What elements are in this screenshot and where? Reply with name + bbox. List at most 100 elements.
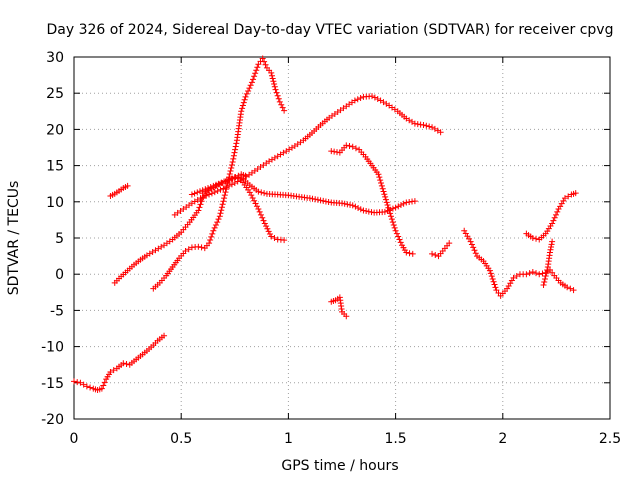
x-tick-label: 2.5 bbox=[599, 431, 621, 447]
data-point bbox=[210, 227, 217, 234]
data-point bbox=[352, 145, 359, 152]
series-track-k bbox=[461, 227, 577, 299]
series-track-g bbox=[199, 174, 288, 244]
y-tick-label: -10 bbox=[41, 340, 64, 356]
y-tick-label: 15 bbox=[46, 159, 64, 175]
data-point bbox=[266, 230, 273, 237]
data-point bbox=[71, 378, 77, 385]
data-point bbox=[270, 78, 277, 85]
data-point bbox=[397, 202, 404, 209]
data-point bbox=[375, 171, 382, 178]
data-point bbox=[274, 92, 281, 99]
data-point bbox=[564, 284, 571, 291]
y-tick-label: 25 bbox=[46, 86, 64, 102]
data-point bbox=[268, 233, 275, 240]
data-marks bbox=[71, 55, 579, 394]
series-track-a bbox=[71, 332, 168, 394]
data-point bbox=[232, 146, 239, 153]
data-point bbox=[403, 249, 410, 256]
data-point bbox=[239, 105, 246, 112]
data-point bbox=[384, 202, 391, 209]
y-tick-label: 30 bbox=[46, 50, 64, 66]
y-tick-label: -20 bbox=[41, 412, 64, 428]
series-track-b bbox=[107, 182, 131, 200]
data-point bbox=[87, 384, 94, 391]
data-point bbox=[198, 244, 205, 251]
data-point bbox=[223, 184, 230, 191]
data-point bbox=[467, 238, 474, 245]
data-point bbox=[196, 204, 203, 211]
x-tick-labels: 0 0.5 1 1.5 2 2.5 bbox=[70, 431, 622, 447]
data-point bbox=[383, 199, 390, 206]
data-point bbox=[248, 192, 255, 199]
data-point bbox=[191, 190, 198, 197]
data-point bbox=[470, 244, 477, 251]
data-point bbox=[222, 189, 229, 196]
data-point bbox=[523, 271, 530, 278]
data-point bbox=[220, 198, 227, 205]
axis-ticks bbox=[73, 56, 611, 420]
data-point bbox=[389, 205, 396, 212]
data-point bbox=[80, 381, 87, 388]
data-point bbox=[472, 250, 479, 257]
data-point bbox=[217, 186, 224, 193]
data-point bbox=[252, 70, 259, 77]
data-point bbox=[529, 235, 536, 241]
data-point bbox=[218, 204, 225, 211]
y-tick-label: 5 bbox=[55, 231, 64, 247]
data-point bbox=[268, 72, 275, 79]
data-point bbox=[261, 220, 268, 227]
data-point bbox=[549, 220, 556, 227]
data-point bbox=[395, 203, 402, 210]
data-point bbox=[541, 279, 548, 286]
data-point bbox=[546, 249, 553, 256]
data-point bbox=[392, 204, 399, 211]
data-point bbox=[241, 96, 248, 103]
y-tick-label: 20 bbox=[46, 122, 64, 138]
data-point bbox=[312, 196, 319, 203]
data-point bbox=[251, 197, 258, 204]
data-point bbox=[276, 98, 283, 105]
data-point bbox=[216, 181, 223, 188]
y-tick-label: -15 bbox=[41, 376, 64, 392]
data-point bbox=[432, 252, 439, 259]
data-point bbox=[400, 200, 407, 207]
data-point bbox=[194, 189, 201, 196]
data-point bbox=[257, 211, 264, 218]
data-point bbox=[250, 76, 257, 83]
data-point bbox=[344, 201, 351, 208]
data-point bbox=[378, 179, 385, 186]
data-point bbox=[540, 282, 547, 289]
data-point bbox=[382, 193, 389, 200]
data-point bbox=[406, 250, 413, 257]
data-point bbox=[409, 250, 416, 257]
data-point bbox=[550, 217, 557, 224]
data-point bbox=[231, 174, 238, 181]
data-point bbox=[198, 198, 205, 205]
data-point bbox=[211, 224, 218, 231]
data-point bbox=[195, 243, 202, 250]
data-point bbox=[393, 230, 400, 237]
data-point bbox=[255, 206, 262, 213]
data-point bbox=[533, 235, 540, 242]
data-point bbox=[429, 250, 436, 257]
data-point bbox=[188, 191, 195, 198]
data-point bbox=[349, 202, 356, 209]
data-point bbox=[391, 224, 398, 231]
data-point bbox=[200, 193, 207, 200]
data-point bbox=[98, 385, 105, 392]
data-point bbox=[357, 95, 364, 102]
data-point bbox=[446, 240, 453, 247]
series-track-l bbox=[523, 190, 579, 243]
data-point bbox=[246, 85, 253, 92]
data-point bbox=[206, 191, 213, 198]
data-point bbox=[199, 190, 206, 197]
data-point bbox=[239, 102, 246, 109]
data-point bbox=[382, 196, 389, 203]
data-point bbox=[255, 188, 262, 195]
data-point bbox=[490, 278, 497, 285]
data-point bbox=[218, 207, 225, 214]
data-point bbox=[197, 195, 204, 202]
data-point bbox=[233, 140, 240, 147]
